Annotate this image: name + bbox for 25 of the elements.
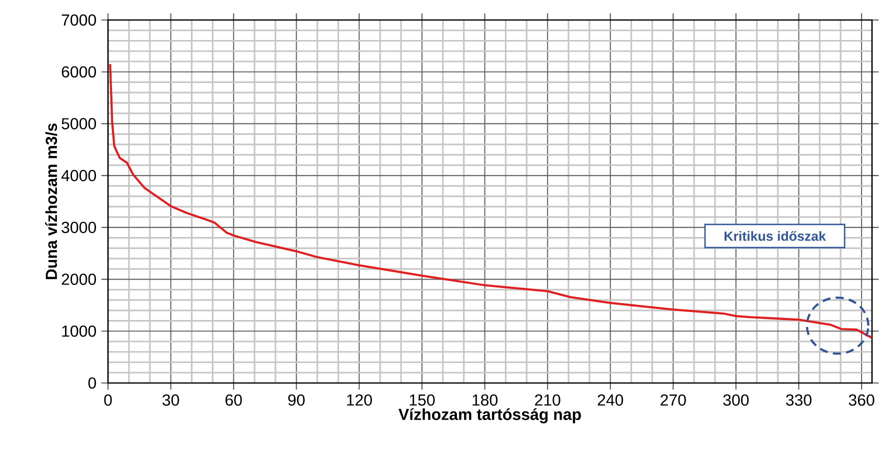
x-tick-label: 120 [347, 394, 372, 406]
x-tick-label: 360 [848, 394, 874, 406]
y-tick-label: 1000 [62, 325, 96, 337]
line-series [109, 63, 872, 339]
x-tick-label: 150 [410, 394, 435, 406]
y-tick-label: 0 [88, 377, 96, 389]
x-tick-label: 240 [598, 394, 624, 406]
x-tick-label: 180 [472, 394, 498, 406]
y-tick-label: 5000 [62, 118, 96, 130]
y-tick-label: 7000 [62, 14, 96, 26]
x-tick-label: 90 [288, 394, 305, 406]
x-tick-label: 330 [786, 394, 812, 406]
annotation: Kritikus időszak [724, 231, 826, 241]
x-tick-label: 30 [162, 394, 180, 406]
x-tick-label: 270 [660, 394, 686, 406]
y-tick-label: 3000 [62, 222, 96, 234]
x-tick-label: 0 [104, 394, 112, 406]
x-tick-label: 210 [535, 394, 560, 406]
x-tick-label: 60 [226, 394, 242, 406]
x-axis-title: Vízhozam tartósság nap [398, 408, 581, 424]
y-tick-label: 2000 [62, 274, 96, 285]
y-tick-label: 4000 [61, 170, 96, 182]
y-axis-title: Duna vízhozam m3/s [45, 123, 58, 280]
y-tick-label: 6000 [62, 66, 96, 78]
x-tick-label: 300 [723, 394, 749, 406]
